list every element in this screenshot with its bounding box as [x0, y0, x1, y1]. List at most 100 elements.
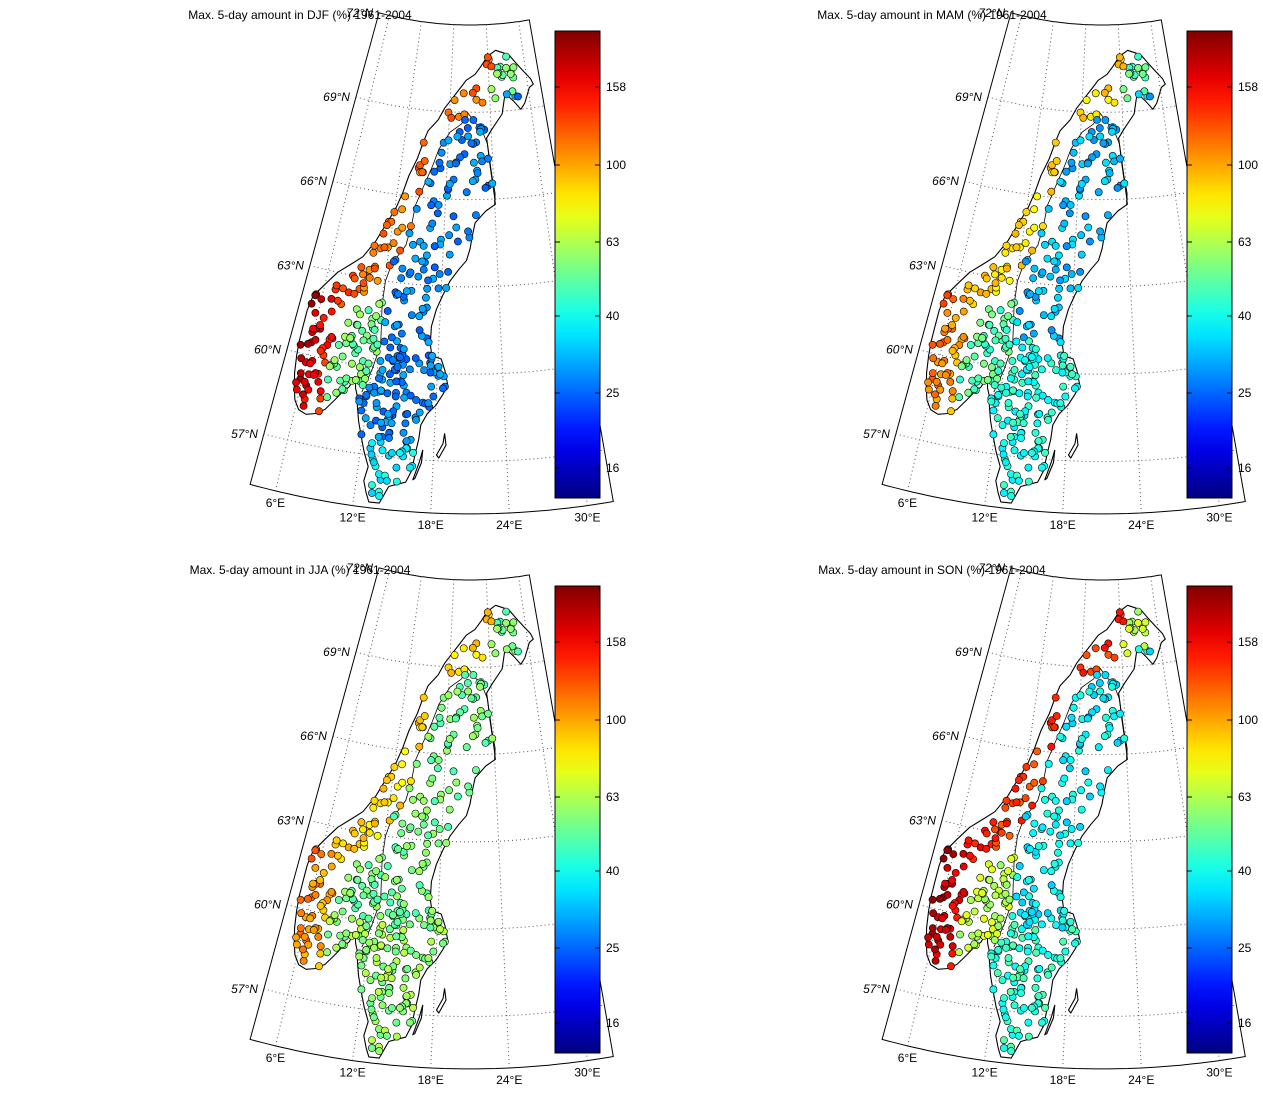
- station-marker: [373, 831, 382, 840]
- station-marker: [1059, 201, 1068, 210]
- station-marker: [1069, 148, 1078, 157]
- station-marker: [957, 917, 966, 926]
- station-marker: [1051, 241, 1060, 250]
- station-marker: [1002, 264, 1011, 273]
- station-marker: [418, 859, 427, 868]
- station-marker: [390, 763, 399, 771]
- station-marker: [462, 743, 471, 752]
- longitude-gridline: [518, 576, 588, 1061]
- station-marker: [991, 834, 1000, 842]
- station-marker: [347, 359, 356, 368]
- station-marker: [451, 714, 460, 723]
- station-marker: [393, 918, 402, 926]
- station-marker: [978, 889, 987, 897]
- station-marker: [387, 888, 396, 897]
- station-marker: [1034, 842, 1043, 851]
- station-marker: [1101, 116, 1110, 124]
- station-marker: [401, 419, 410, 428]
- station-marker: [433, 764, 442, 773]
- colorbar-tick-label: 16: [1238, 1016, 1252, 1030]
- station-marker: [931, 945, 939, 954]
- station-marker: [1047, 187, 1056, 196]
- station-marker: [1005, 276, 1014, 285]
- colorbar-tick-label: 16: [606, 1016, 620, 1030]
- latitude-label: 57°N: [863, 982, 890, 996]
- station-marker: [1002, 325, 1011, 334]
- station-marker: [344, 318, 353, 327]
- station-marker: [406, 268, 415, 277]
- station-marker: [1043, 254, 1052, 263]
- station-marker: [983, 930, 992, 939]
- station-marker: [935, 339, 944, 348]
- latitude-label: 57°N: [231, 982, 258, 996]
- station-marker: [1021, 356, 1029, 364]
- station-marker: [982, 289, 991, 298]
- station-marker: [346, 334, 355, 342]
- station-marker: [990, 881, 999, 890]
- station-marker: [1076, 822, 1084, 831]
- station-marker: [389, 812, 398, 821]
- station-marker: [401, 974, 410, 983]
- station-marker: [369, 248, 378, 257]
- station-marker: [982, 829, 991, 838]
- station-marker: [402, 287, 411, 296]
- station-marker: [434, 284, 443, 293]
- station-marker: [386, 343, 395, 352]
- longitude-gridline: [906, 570, 1022, 1046]
- station-marker: [356, 310, 364, 319]
- station-marker: [1021, 812, 1030, 821]
- station-marker: [428, 351, 437, 360]
- station-marker: [377, 973, 385, 982]
- station-marker: [397, 329, 406, 338]
- station-marker: [959, 332, 968, 341]
- station-marker: [300, 377, 309, 386]
- station-marker: [509, 63, 518, 72]
- station-marker: [1120, 179, 1129, 188]
- station-marker: [380, 892, 389, 901]
- station-marker: [1029, 274, 1038, 282]
- station-marker: [951, 313, 960, 322]
- station-marker: [1006, 987, 1015, 996]
- station-marker: [1125, 69, 1133, 78]
- station-marker: [1039, 311, 1048, 319]
- colorbar-tick-label: 63: [1238, 790, 1252, 804]
- station-marker: [385, 434, 393, 442]
- station-marker: [1022, 208, 1031, 216]
- station-marker: [948, 387, 957, 396]
- station-marker: [471, 766, 480, 774]
- station-marker: [450, 96, 459, 104]
- station-marker: [1006, 432, 1015, 441]
- latitude-label: 66°N: [932, 174, 959, 188]
- colorbar-tick-label: 16: [606, 461, 620, 475]
- station-marker: [407, 311, 416, 319]
- station-marker: [323, 393, 331, 402]
- station-marker: [1060, 351, 1069, 360]
- station-marker: [403, 964, 412, 973]
- station-marker: [392, 320, 401, 329]
- station-marker: [1001, 889, 1010, 898]
- station-marker: [1051, 796, 1060, 805]
- station-marker: [955, 948, 963, 957]
- latitude-label: 66°N: [300, 729, 327, 743]
- station-marker: [397, 884, 406, 893]
- station-marker: [296, 924, 305, 932]
- station-marker: [1134, 52, 1142, 61]
- station-marker: [1100, 89, 1109, 97]
- station-marker: [338, 385, 347, 394]
- station-marker: [1023, 392, 1032, 401]
- station-marker: [514, 647, 522, 656]
- station-marker: [506, 625, 515, 633]
- station-marker: [1007, 492, 1016, 500]
- station-marker: [444, 691, 453, 700]
- station-marker: [311, 846, 320, 855]
- station-marker: [398, 205, 406, 214]
- station-marker: [378, 920, 387, 929]
- station-marker: [970, 907, 979, 916]
- station-marker: [970, 385, 979, 394]
- station-marker: [405, 229, 414, 238]
- station-marker: [965, 296, 974, 305]
- station-marker: [928, 895, 937, 904]
- station-marker: [461, 671, 469, 679]
- longitude-label: 24°E: [1128, 518, 1154, 532]
- station-marker: [381, 873, 390, 882]
